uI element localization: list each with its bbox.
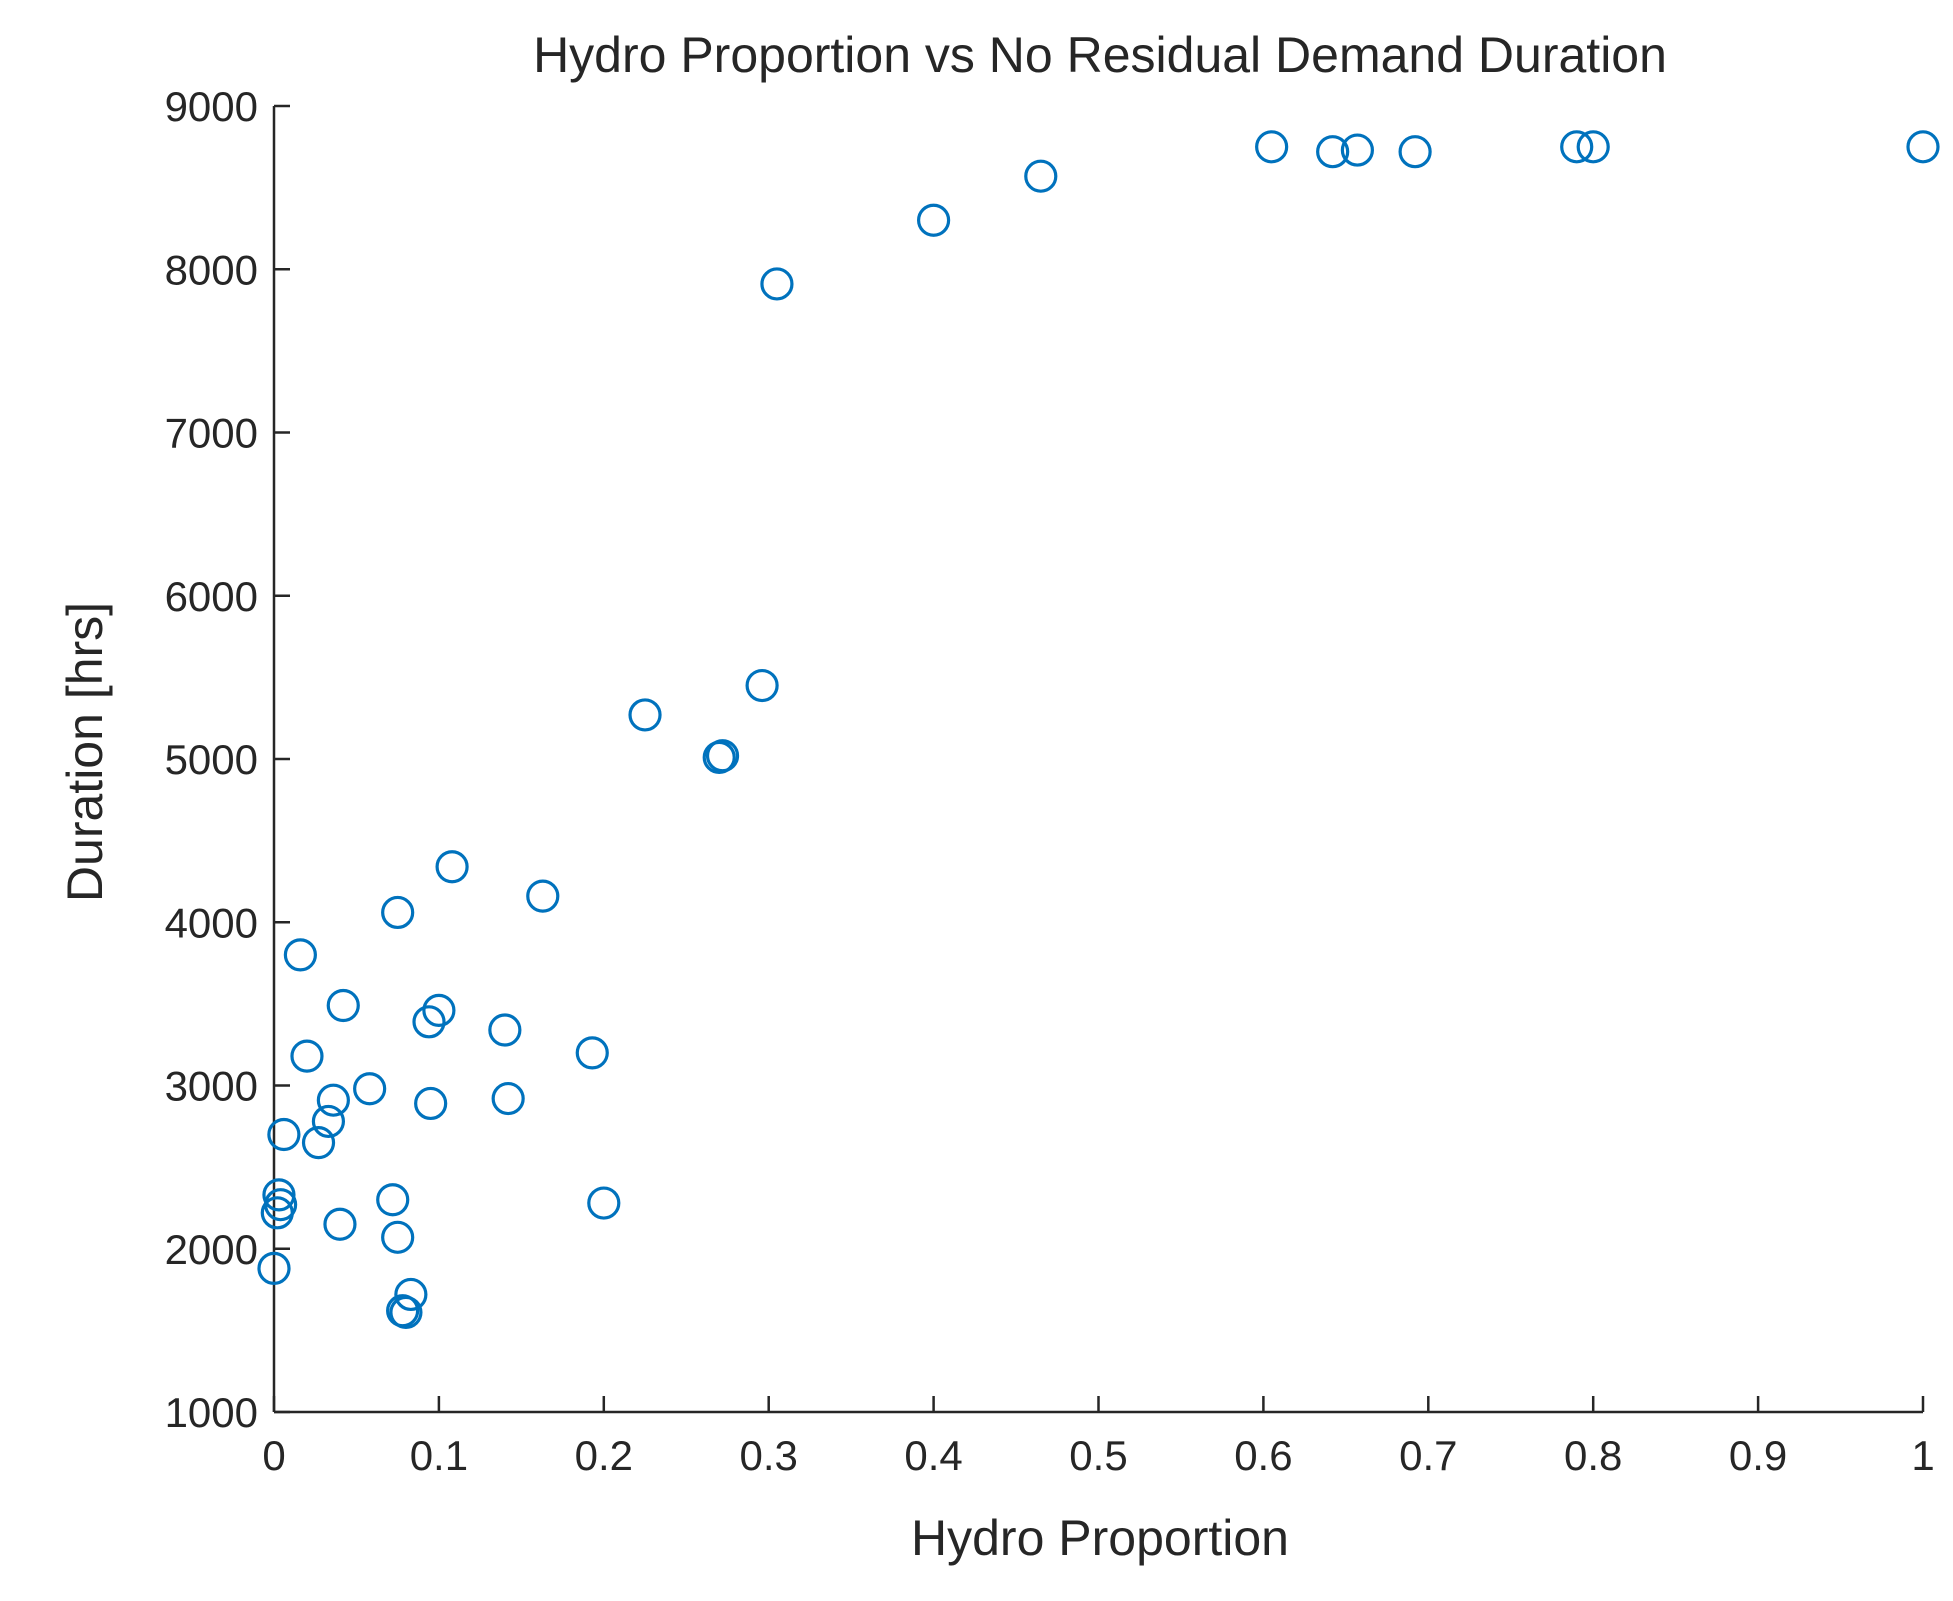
y-tick-label: 6000 (165, 573, 258, 620)
y-axis-label: Duration [hrs] (57, 602, 113, 902)
x-tick-label: 0.5 (1069, 1432, 1127, 1479)
data-point (488, 1013, 522, 1047)
x-tick-label: 1 (1911, 1432, 1934, 1479)
y-tick-label: 7000 (165, 410, 258, 457)
x-tick-label: 0.7 (1399, 1432, 1457, 1479)
x-tick-label: 0.2 (575, 1432, 633, 1479)
y-tick-label: 4000 (165, 899, 258, 946)
y-tick-label: 5000 (165, 736, 258, 783)
data-point (1576, 130, 1610, 164)
data-point (745, 668, 779, 703)
x-tick-label: 0.6 (1234, 1432, 1292, 1479)
x-tick-label: 0.3 (740, 1432, 798, 1479)
data-point (422, 993, 456, 1028)
x-tick-label: 0.1 (410, 1432, 468, 1479)
data-point (1255, 130, 1289, 164)
data-point (311, 1104, 346, 1139)
data-point (414, 1086, 448, 1121)
data-point (290, 1039, 324, 1073)
data-point (1316, 135, 1350, 169)
x-tick-label: 0 (262, 1432, 285, 1479)
data-point (587, 1186, 621, 1220)
data-point (283, 938, 317, 972)
data-point (389, 1295, 423, 1330)
data-point (412, 1005, 446, 1039)
data-point (267, 1117, 301, 1152)
data-point (394, 1277, 428, 1312)
data-point (316, 1083, 350, 1117)
data-point (1024, 159, 1058, 193)
data-point (1906, 130, 1940, 164)
data-point (705, 739, 740, 773)
data-point (301, 1126, 336, 1160)
x-tick-label: 0.4 (904, 1432, 962, 1479)
y-tick-label: 9000 (165, 83, 258, 130)
data-point (376, 1183, 410, 1217)
data-points (257, 130, 1940, 1330)
x-tick-label: 0.9 (1729, 1432, 1787, 1479)
data-point (628, 698, 662, 732)
data-point (1560, 130, 1594, 164)
data-point (526, 879, 560, 913)
data-point (1398, 135, 1432, 169)
data-point (381, 1220, 415, 1254)
x-tick-label: 0.8 (1564, 1432, 1622, 1479)
y-tick-label: 2000 (165, 1226, 258, 1273)
data-point (1340, 133, 1374, 167)
data-point (381, 895, 415, 930)
data-point (323, 1207, 357, 1241)
data-point (491, 1081, 525, 1116)
data-point (760, 267, 794, 301)
data-point (435, 850, 469, 884)
data-point (262, 1178, 296, 1212)
data-point (257, 1251, 291, 1285)
axes: 0 0.1 0.2 0.3 0.4 0.5 0.6 0.7 0.8 0.9 1 1000 2000 300… (165, 83, 1935, 1479)
data-point (916, 203, 951, 237)
y-tick-label: 8000 (165, 246, 258, 293)
data-point (353, 1072, 387, 1106)
x-axis-label: Hydro Proportion (911, 1510, 1289, 1566)
data-point (326, 988, 360, 1023)
chart-title: Hydro Proportion vs No Residual Demand D… (533, 27, 1667, 83)
y-tick-label: 1000 (165, 1389, 258, 1436)
data-point (575, 1036, 609, 1070)
y-tick-label: 3000 (165, 1063, 258, 1110)
